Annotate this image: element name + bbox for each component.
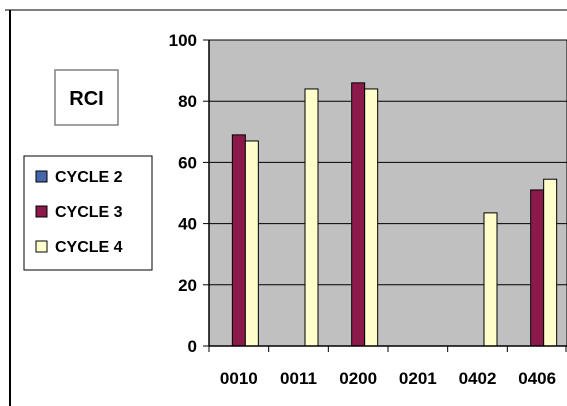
legend: CYCLE 2 CYCLE 3 CYCLE 4 [23, 155, 153, 271]
y-tick-label: 20 [178, 276, 197, 295]
x-tick-label: 0406 [518, 369, 556, 388]
bar-cycle-3-0010 [231, 134, 246, 347]
y-tick-label: 80 [178, 92, 197, 111]
bar-cycle-4-0011 [304, 88, 319, 347]
chart-title: RCI [69, 88, 103, 110]
legend-swatch [35, 205, 48, 218]
axes [203, 39, 567, 352]
legend-swatch [35, 240, 48, 253]
x-tick-label: 0201 [399, 369, 437, 388]
x-tick-label: 0011 [280, 369, 317, 388]
bar-cycle-4-0402 [483, 212, 498, 347]
y-tick-label: 60 [178, 153, 197, 172]
gridlines [209, 39, 567, 286]
bar-cycle-4-0406 [543, 178, 558, 347]
legend-label: CYCLE 4 [55, 239, 123, 256]
legend-swatch [35, 170, 48, 183]
y-tick-label: 0 [188, 337, 197, 356]
y-tick-labels: 0 20 40 60 80 100 [169, 31, 197, 356]
bar-cycle-4-0200 [364, 88, 379, 347]
bar-cycle-3-0406 [530, 189, 545, 347]
y-tick-label: 100 [169, 31, 197, 50]
x-tick-label: 0010 [220, 369, 258, 388]
legend-label: CYCLE 3 [55, 204, 123, 221]
x-tick-labels: 0010 0011 0200 0201 0402 0406 [220, 369, 556, 388]
y-tick-label: 40 [178, 215, 197, 234]
legend-label: CYCLE 2 [55, 169, 123, 186]
x-tick-label: 0402 [459, 369, 497, 388]
bar-cycle-3-0200 [351, 82, 366, 347]
bar-cycle-4-0010 [244, 140, 259, 347]
title-box [54, 69, 119, 126]
plot-area [208, 39, 567, 347]
x-tick-label: 0200 [339, 369, 377, 388]
bars [231, 82, 558, 347]
